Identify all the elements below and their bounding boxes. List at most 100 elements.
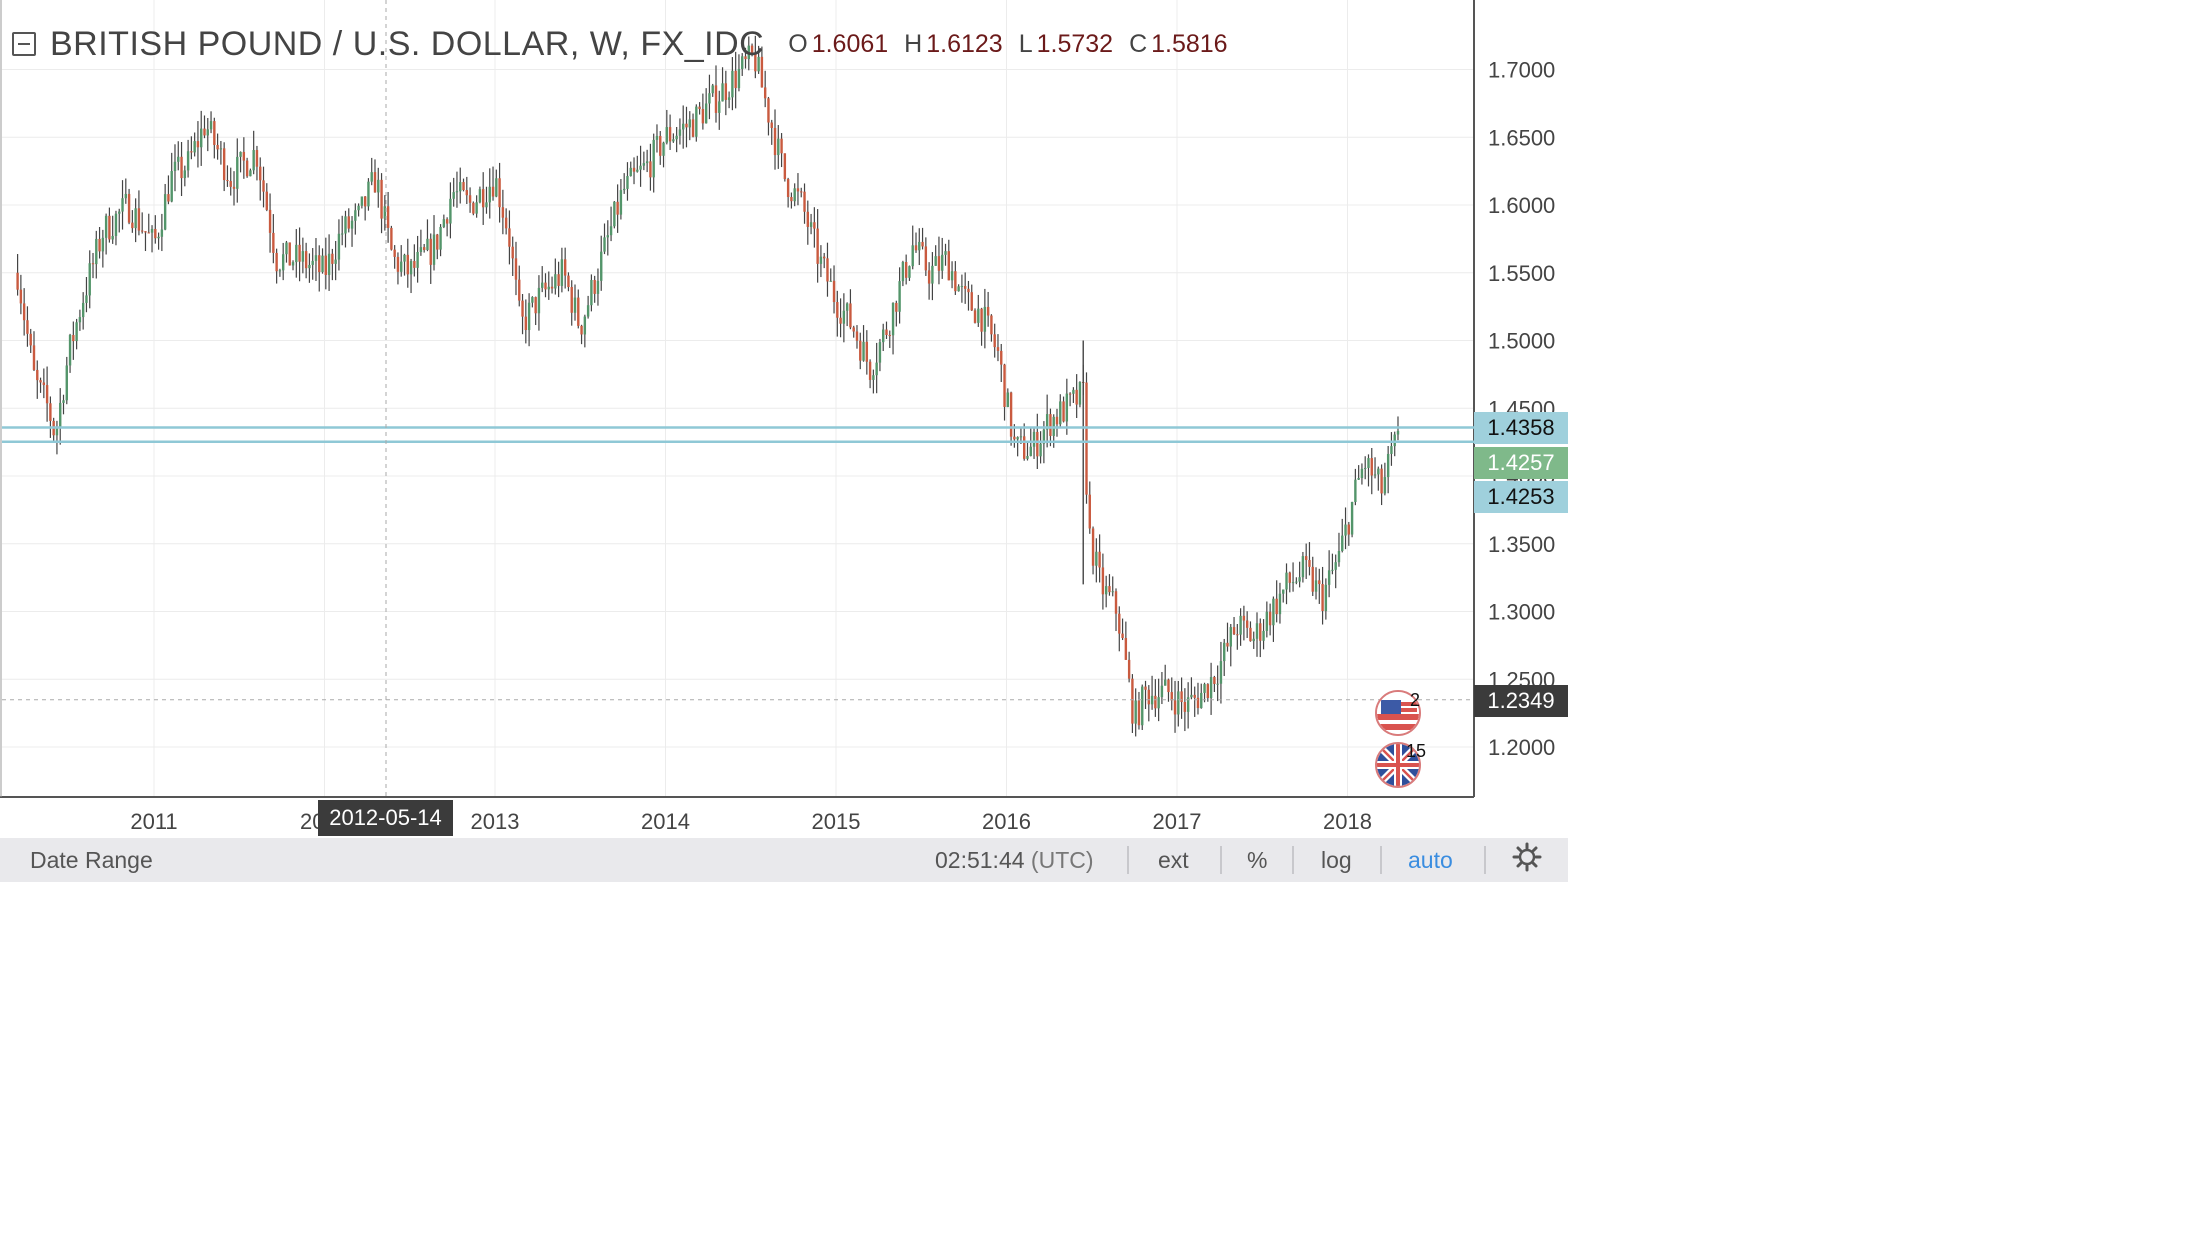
ohlc-bar-body (324, 255, 328, 275)
ohlc-bar-body (163, 194, 167, 230)
date-range-button[interactable]: Date Range (30, 846, 153, 873)
x-tick-label: 2016 (982, 809, 1031, 834)
ohlc-bar-body (1226, 642, 1229, 647)
x-tick-label: 2011 (130, 809, 177, 834)
ohlc-bar-body (1137, 700, 1141, 726)
auto-toggle[interactable]: auto (1408, 846, 1453, 873)
ohlc-bar-body (986, 306, 990, 316)
ohlc-bar-body (498, 178, 501, 208)
ohlc-bar-body (767, 98, 770, 123)
ohlc-bar-body (721, 83, 724, 102)
ohlc-bar-body (842, 310, 846, 324)
y-tick-label: 1.3000 (1488, 600, 1555, 625)
ohlc-bar-body (213, 121, 216, 145)
ohlc-bar-body (350, 220, 354, 229)
ohlc-bar-body (200, 128, 203, 148)
ohlc-bar-body (1190, 694, 1193, 698)
ohlc-bar-body (672, 139, 675, 142)
ohlc-bar-body (108, 215, 111, 240)
ohlc-bar-body (1390, 446, 1393, 454)
ohlc-bar-body (1262, 630, 1265, 641)
ohlc-bar-body (560, 259, 564, 286)
y-tick-label: 1.6000 (1488, 193, 1555, 218)
ohlc-bar-body (114, 213, 118, 236)
ohlc-bar-body (1318, 580, 1321, 585)
ohlc-bar-body (741, 56, 744, 69)
ohlc-bar-body (360, 196, 364, 206)
ohlc-bar-body (160, 229, 164, 237)
collapse-legend-icon[interactable] (12, 32, 36, 56)
ohlc-bar-body (1104, 586, 1108, 595)
percent-toggle[interactable]: % (1247, 846, 1268, 873)
uk-flag-icon[interactable] (1375, 742, 1421, 788)
ohlc-bar-body (527, 302, 531, 331)
ohlc-bar-body (1232, 627, 1236, 635)
ohlc-bar-body (1078, 382, 1082, 405)
ohlc-bar-body (1118, 613, 1121, 634)
ohlc-bar-body (177, 156, 180, 162)
ohlc-bar-body (918, 241, 921, 251)
ohlc-bar-body (442, 219, 446, 227)
ohlc-bar-body (1291, 582, 1295, 584)
ohlc-bar-body (885, 329, 888, 335)
ohlc-bar-body (845, 303, 849, 311)
ohlc-close: C 1.5816 (1129, 29, 1228, 58)
clock: 02:51:44 (UTC) (935, 846, 1094, 873)
ohlc-bar-body (449, 198, 452, 224)
ohlc-bar-body (347, 216, 350, 229)
ohlc-bar-body (691, 119, 695, 137)
ohlc-bar-body (544, 282, 547, 290)
ohlc-bar-body (252, 150, 255, 171)
us-flag-icon[interactable] (1375, 690, 1421, 736)
ohlc-bar-body (813, 222, 816, 229)
ohlc-bar-body (406, 254, 409, 275)
ohlc-bar-body (311, 260, 314, 265)
price-chart[interactable]: 1.20001.25001.30001.35001.40001.45001.50… (0, 0, 1568, 838)
ohlc-bar-body (39, 380, 42, 383)
ohlc-bar-body (1223, 642, 1226, 662)
ohlc-bar-body (118, 211, 121, 214)
ohlc-bar-body (1311, 566, 1314, 592)
ohlc-bar-body (1045, 414, 1049, 430)
ohlc-bar-body (596, 280, 600, 294)
ohlc-bar-body (488, 186, 491, 203)
ohlc-bar-body (26, 320, 29, 334)
ohlc-bar-body (662, 142, 665, 156)
crosshair-price-label: 1.2349 (1474, 685, 1568, 717)
ohlc-bar-body (1203, 684, 1206, 693)
ohlc-bar-body (285, 242, 288, 255)
ohlc-low: L 1.5732 (1018, 29, 1114, 58)
settings-gear-icon[interactable] (1512, 842, 1542, 878)
ohlc-bar-body (750, 45, 754, 53)
ohlc-bar-body (609, 226, 613, 236)
ohlc-bar-body (196, 141, 200, 148)
y-tick-label: 1.6500 (1488, 125, 1555, 150)
ohlc-bar-body (1019, 436, 1023, 438)
ohlc-bar-body (701, 109, 705, 124)
ohlc-bar-body (393, 249, 396, 257)
ohlc-bar-body (334, 259, 337, 264)
ohlc-bar-body (370, 172, 373, 182)
ohlc-bar-body (265, 191, 268, 210)
ohlc-bar-body (209, 121, 213, 130)
ohlc-bar-body (1360, 468, 1364, 479)
ohlc-bar-body (613, 201, 616, 227)
ohlc-bar-body (124, 193, 128, 199)
ohlc-bar-body (396, 256, 400, 272)
ohlc-bar-body (193, 141, 196, 153)
ohlc-bar-body (1357, 478, 1360, 480)
ohlc-bar-body (1150, 695, 1154, 705)
ohlc-bar-body (1154, 695, 1157, 709)
ohlc-bar-body (81, 302, 85, 318)
ohlc-bar-body (203, 128, 206, 136)
ohlc-bar-body (593, 279, 596, 294)
ohlc-bar-body (481, 189, 485, 208)
ohlc-bar-body (675, 135, 678, 140)
ext-toggle[interactable]: ext (1158, 846, 1189, 873)
ohlc-bar-body (291, 262, 295, 266)
ohlc-bar-body (331, 253, 334, 264)
ohlc-bar-body (524, 316, 528, 331)
log-toggle[interactable]: log (1321, 846, 1352, 873)
chart-area[interactable]: 1.20001.25001.30001.35001.40001.45001.50… (0, 0, 1568, 838)
ohlc-bar-body (363, 196, 367, 207)
